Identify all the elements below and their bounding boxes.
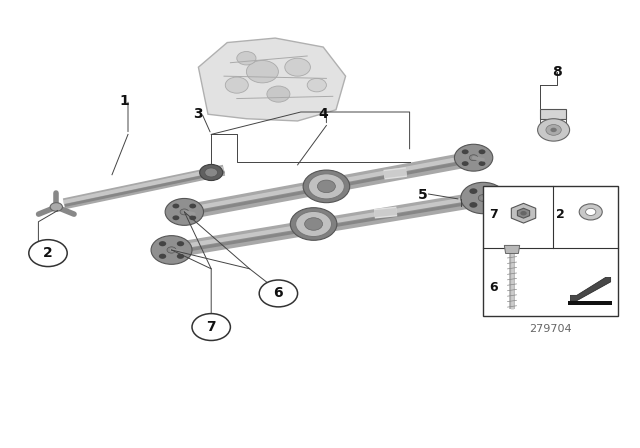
Text: 8: 8 bbox=[552, 65, 562, 79]
Circle shape bbox=[303, 170, 349, 202]
Polygon shape bbox=[511, 203, 536, 223]
Circle shape bbox=[167, 247, 176, 253]
Circle shape bbox=[267, 86, 290, 102]
Circle shape bbox=[520, 211, 527, 215]
Circle shape bbox=[307, 78, 326, 92]
Circle shape bbox=[461, 149, 468, 154]
Text: 3: 3 bbox=[193, 107, 204, 121]
Circle shape bbox=[479, 149, 486, 154]
Circle shape bbox=[291, 208, 337, 240]
Circle shape bbox=[461, 161, 468, 166]
Circle shape bbox=[189, 203, 196, 208]
Circle shape bbox=[305, 218, 323, 230]
Text: 1: 1 bbox=[120, 94, 130, 108]
Circle shape bbox=[159, 254, 166, 259]
Circle shape bbox=[454, 144, 493, 171]
Circle shape bbox=[225, 77, 248, 93]
Text: 2: 2 bbox=[556, 208, 564, 221]
Circle shape bbox=[461, 182, 506, 214]
Circle shape bbox=[159, 241, 166, 246]
Circle shape bbox=[189, 215, 196, 220]
Circle shape bbox=[237, 52, 256, 65]
Circle shape bbox=[489, 188, 497, 194]
Circle shape bbox=[469, 188, 477, 194]
Polygon shape bbox=[198, 38, 346, 121]
Circle shape bbox=[546, 125, 561, 135]
Circle shape bbox=[192, 314, 230, 340]
Circle shape bbox=[180, 209, 189, 215]
Polygon shape bbox=[568, 301, 612, 305]
Text: 7: 7 bbox=[206, 320, 216, 334]
Circle shape bbox=[172, 203, 179, 208]
Circle shape bbox=[259, 280, 298, 307]
Circle shape bbox=[246, 60, 278, 83]
Circle shape bbox=[586, 208, 596, 215]
Circle shape bbox=[200, 164, 223, 181]
Circle shape bbox=[172, 215, 179, 220]
Text: 7: 7 bbox=[490, 208, 499, 221]
FancyBboxPatch shape bbox=[540, 109, 566, 119]
Circle shape bbox=[469, 155, 478, 161]
Circle shape bbox=[50, 202, 63, 211]
Text: 2: 2 bbox=[43, 246, 53, 260]
Polygon shape bbox=[570, 277, 611, 301]
Circle shape bbox=[479, 161, 486, 166]
Circle shape bbox=[579, 204, 602, 220]
Circle shape bbox=[285, 58, 310, 76]
Polygon shape bbox=[504, 246, 520, 254]
Circle shape bbox=[489, 202, 497, 208]
Bar bbox=[483, 186, 618, 316]
Circle shape bbox=[296, 211, 332, 237]
Circle shape bbox=[317, 180, 335, 193]
Circle shape bbox=[151, 236, 192, 264]
Circle shape bbox=[538, 119, 570, 141]
Text: 6: 6 bbox=[490, 281, 498, 294]
Circle shape bbox=[308, 174, 344, 199]
Text: 6: 6 bbox=[273, 286, 284, 301]
Circle shape bbox=[469, 202, 477, 208]
Circle shape bbox=[165, 198, 204, 225]
Text: 279704: 279704 bbox=[529, 324, 572, 334]
Circle shape bbox=[177, 254, 184, 259]
Circle shape bbox=[478, 194, 488, 202]
Polygon shape bbox=[517, 208, 530, 218]
Circle shape bbox=[550, 128, 557, 132]
Circle shape bbox=[29, 240, 67, 267]
Text: 5: 5 bbox=[417, 188, 428, 202]
Text: 4: 4 bbox=[318, 107, 328, 121]
Circle shape bbox=[177, 241, 184, 246]
Circle shape bbox=[205, 168, 218, 177]
